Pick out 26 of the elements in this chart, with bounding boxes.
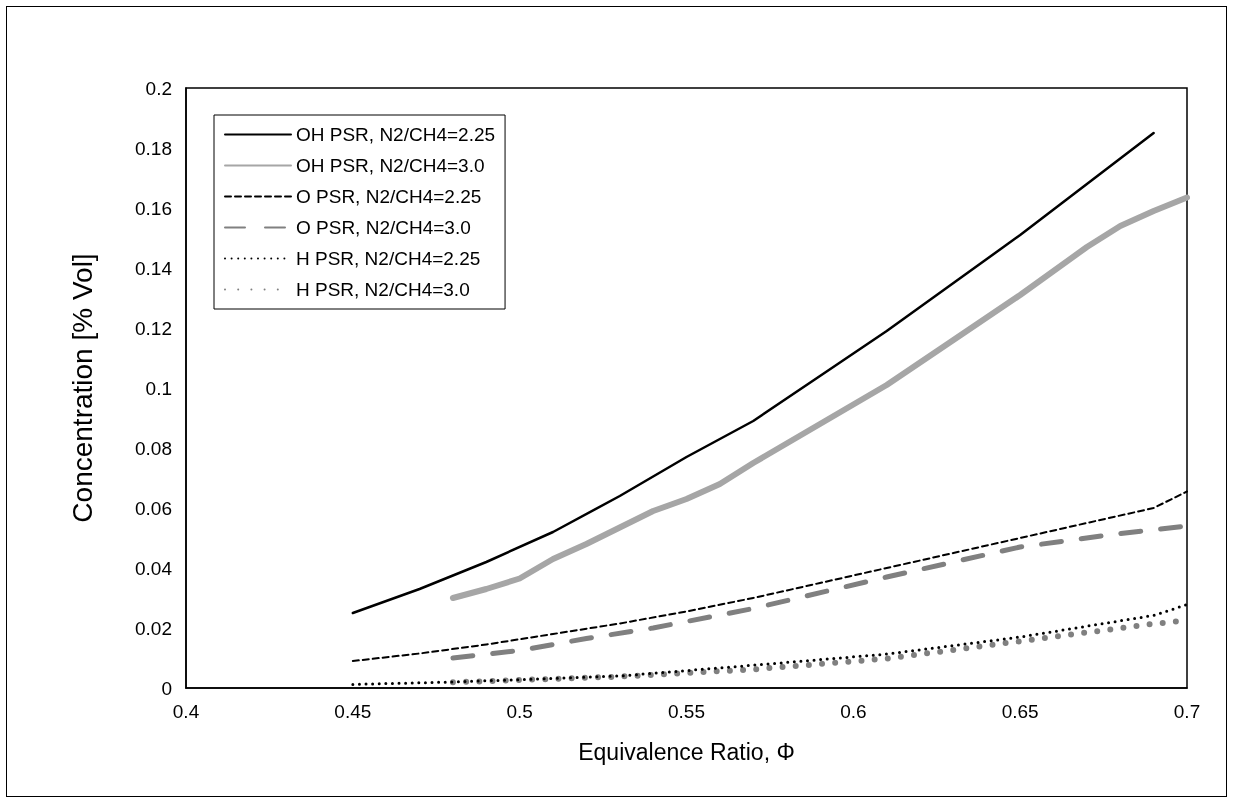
y-tick-label: 0.1 xyxy=(145,377,172,399)
y-tick-label: 0.04 xyxy=(135,557,173,579)
x-tick-label: 0.4 xyxy=(172,701,200,722)
x-tick-label: 0.5 xyxy=(506,701,533,722)
legend-label: O PSR, N2/CH4=3.0 xyxy=(296,217,471,238)
x-axis-title: Equivalence Ratio, Φ xyxy=(578,738,795,765)
y-tick-label: 0.08 xyxy=(135,437,172,459)
y-tick-label: 0.12 xyxy=(135,317,172,339)
x-tick-label: 0.65 xyxy=(1001,701,1039,722)
y-tick-label: 0.18 xyxy=(135,137,172,159)
x-tick-label: 0.7 xyxy=(1173,701,1201,722)
y-tick-label: 0.14 xyxy=(135,257,173,279)
y-tick-label: 0.16 xyxy=(135,197,172,219)
y-tick-label: 0.02 xyxy=(135,617,172,639)
legend-label: OH PSR, N2/CH4=3.0 xyxy=(296,155,485,176)
legend-label: H PSR, N2/CH4=3.0 xyxy=(296,279,470,300)
y-tick-label: 0 xyxy=(161,677,172,699)
y-tick-label: 0.2 xyxy=(145,77,172,99)
y-tick-label: 0.06 xyxy=(135,497,172,519)
y-axis-title: Concentration [% Vol] xyxy=(66,253,98,523)
x-tick-label: 0.6 xyxy=(840,701,867,722)
legend-label: H PSR, N2/CH4=2.25 xyxy=(296,248,481,269)
x-tick-label: 0.45 xyxy=(334,701,372,722)
legend-label: OH PSR, N2/CH4=2.25 xyxy=(296,124,496,145)
x-tick-label: 0.55 xyxy=(668,701,705,722)
legend-label: O PSR, N2/CH4=2.25 xyxy=(296,186,482,207)
